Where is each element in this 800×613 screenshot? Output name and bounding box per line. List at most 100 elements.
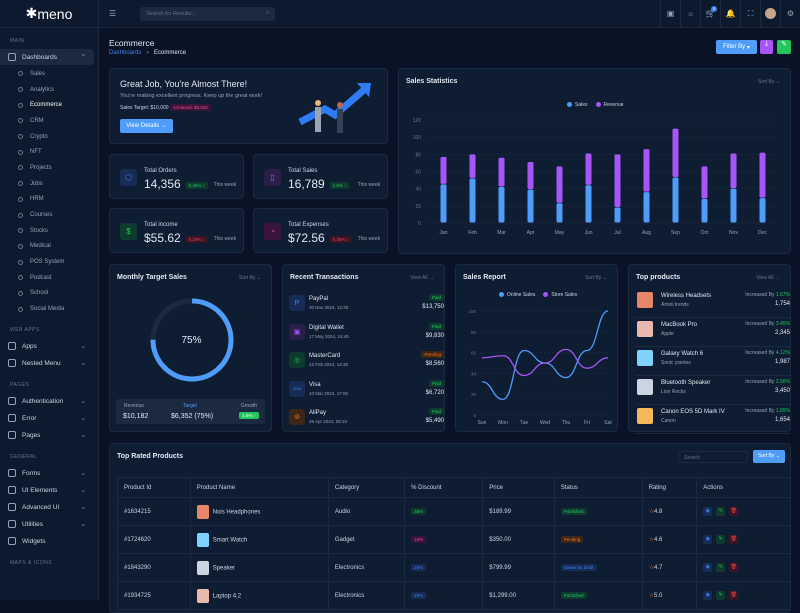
x-tick-label: Thu	[562, 420, 571, 426]
table-search-input[interactable]: Search	[678, 451, 748, 463]
x-tick-label: Mon	[498, 420, 508, 426]
sidebar-item-pages[interactable]: Pages ⌄	[0, 427, 94, 443]
legend-store-sales[interactable]: Store Sales	[543, 292, 577, 298]
avatar[interactable]	[760, 0, 780, 28]
transaction-item[interactable]: ▣ Digital Wallet 17 May 2024, 15:45 Paid…	[289, 322, 444, 348]
sidebar-subitem[interactable]: Jobs	[0, 176, 98, 192]
legend-revenue[interactable]: Revenue	[595, 102, 624, 108]
sort-by-dropdown[interactable]: Sort By ⌄	[758, 79, 780, 85]
sidebar-subitem[interactable]: Sales	[0, 66, 98, 82]
delete-icon[interactable]: 🗑	[729, 563, 739, 572]
sidebar-subitem[interactable]: Stocks	[0, 223, 98, 239]
fullscreen-icon[interactable]: ⛶	[740, 0, 760, 28]
sidebar-item-widgets[interactable]: Widgets	[0, 533, 94, 549]
product-item[interactable]: Bluetooth Speaker Lion Rocks Increased B…	[635, 376, 790, 405]
column-header[interactable]: Actions	[696, 477, 791, 498]
sidebar-item-error[interactable]: Error ⌄	[0, 410, 94, 426]
column-header[interactable]: Product Name	[189, 477, 329, 498]
sidebar-item-utilities[interactable]: Utilities ⌄	[0, 516, 94, 532]
breadcrumb-dashboards[interactable]: Dashboards	[109, 50, 142, 56]
sidebar-subitem[interactable]: Crypto	[0, 129, 98, 145]
theme-sun-icon[interactable]: ☼	[680, 0, 700, 28]
view-icon[interactable]: ◉	[703, 535, 713, 544]
view-details-button[interactable]: View Details →	[120, 119, 173, 133]
cart-icon[interactable]: 🛒 5	[700, 0, 720, 28]
view-icon[interactable]: ◉	[703, 563, 713, 572]
product-item[interactable]: Galaxy Watch 6 Sonic yseries Increased B…	[635, 347, 790, 376]
sidebar-subitem[interactable]: HRM	[0, 192, 98, 208]
bar-revenue	[440, 156, 447, 184]
sidebar-subitem[interactable]: Social Media	[0, 301, 98, 317]
sidebar-item-authentication[interactable]: Authentication ⌄	[0, 393, 94, 409]
sidebar-subitem[interactable]: Analytics	[0, 82, 98, 98]
table-sort-button[interactable]: Sort By ⌄	[753, 450, 785, 463]
card-title: Top products	[636, 274, 681, 281]
column-header[interactable]: Status	[553, 477, 643, 498]
menu-toggle-icon[interactable]: ☰	[109, 9, 117, 18]
product-item[interactable]: MacBook Pro Apple Increased By 3.45% 2,3…	[635, 318, 790, 347]
edit-icon[interactable]: ✎	[716, 535, 726, 544]
sidebar-subitem[interactable]: Medical	[0, 239, 98, 255]
legend-online-sales[interactable]: Online Sales	[499, 292, 535, 298]
view-all-link[interactable]: View All →	[410, 275, 434, 281]
column-header[interactable]: % Discount	[404, 477, 484, 498]
discount-badge: 35%	[411, 508, 427, 515]
card-title: Monthly Target Sales	[117, 274, 187, 281]
download-button[interactable]: ⤓	[760, 40, 773, 54]
column-header[interactable]: Rating	[641, 477, 698, 498]
sidebar-subitem[interactable]: School	[0, 286, 98, 302]
delete-icon[interactable]: 🗑	[729, 591, 739, 600]
search-input[interactable]: Search for Results... ⌕	[140, 6, 276, 21]
sidebar-item-ui-elements[interactable]: UI Elements ⌄	[0, 482, 94, 498]
y-tick-label: 80	[415, 152, 421, 158]
gear-icon[interactable]: ⚙	[780, 0, 800, 28]
sidebar-item-apps[interactable]: Apps ⌄	[0, 338, 94, 354]
sidebar-subitem[interactable]: CRM	[0, 113, 98, 129]
status-badge: Published	[560, 508, 587, 515]
bell-icon[interactable]: 🔔	[720, 0, 740, 28]
filter-by-button[interactable]: Filter By ▾	[716, 40, 757, 54]
delete-icon[interactable]: 🗑	[729, 507, 739, 516]
language-icon[interactable]: ▣	[660, 0, 680, 28]
x-tick-label: Aug	[642, 230, 651, 236]
edit-button[interactable]: ✎	[777, 40, 791, 54]
sidebar-subitem[interactable]: Ecommerce	[0, 97, 98, 113]
box-icon	[8, 486, 16, 494]
transaction-item[interactable]: P PayPal 30 Nov 2024, 12:30 Paid $13,750	[289, 294, 444, 319]
view-icon[interactable]: ◉	[703, 591, 713, 600]
edit-icon[interactable]: ✎	[716, 591, 726, 600]
sidebar-item-advanced-ui[interactable]: Advanced UI ⌄	[0, 499, 94, 515]
x-tick-label: Jun	[584, 230, 592, 236]
sort-by-dropdown[interactable]: Sort By ⌄	[585, 275, 607, 281]
edit-icon[interactable]: ✎	[716, 507, 726, 516]
star-icon: ☆	[648, 537, 655, 543]
column-header[interactable]: Category	[327, 477, 406, 498]
chevron-down-icon: ⌄	[80, 504, 86, 511]
sidebar-subitem[interactable]: NFT	[0, 144, 98, 160]
sidebar-subitem[interactable]: Projects	[0, 160, 98, 176]
logo[interactable]: ✱ meno	[0, 0, 98, 28]
sidebar-item-dashboards[interactable]: Dashboards ⌃	[0, 49, 94, 65]
transaction-item[interactable]: ⊘ AliPay 25 Apr 2024, 08:10 Paid $5,490	[289, 408, 444, 433]
view-icon[interactable]: ◉	[703, 507, 713, 516]
sidebar-item-forms[interactable]: Forms ⌄	[0, 465, 94, 481]
column-header[interactable]: Product Id	[117, 477, 191, 498]
transaction-item[interactable]: VISA Visa 10 Mar 2024, 17:00 Paid $6,720	[289, 379, 444, 405]
product-item[interactable]: Canon EOS 5D Mark IV Canon Increased By …	[635, 405, 790, 434]
y-tick-label: 20	[471, 392, 477, 397]
sidebar-subitem[interactable]: Podcast	[0, 270, 98, 286]
delete-icon[interactable]: 🗑	[729, 535, 739, 544]
section-main: MAIN	[10, 38, 25, 44]
column-header[interactable]: Price	[482, 477, 555, 498]
sidebar-item-nested-menu[interactable]: Nested Menu ⌄	[0, 355, 94, 371]
view-all-link[interactable]: View All →	[756, 275, 780, 281]
sort-by-dropdown[interactable]: Sort By ⌄	[239, 275, 261, 281]
sidebar-subitem[interactable]: POS System	[0, 254, 98, 270]
product-item[interactable]: Wireless Headsets Amini trends Increased…	[635, 289, 790, 318]
target-donut	[150, 298, 234, 382]
hero-card: Great Job, You're Almost There! You're m…	[109, 68, 388, 144]
legend-sales[interactable]: Sales	[567, 102, 588, 108]
sidebar-subitem[interactable]: Courses	[0, 207, 98, 223]
transaction-item[interactable]: ◎ MasterCard 22 Feb 2024, 14:30 Pending …	[289, 351, 444, 376]
edit-icon[interactable]: ✎	[716, 563, 726, 572]
